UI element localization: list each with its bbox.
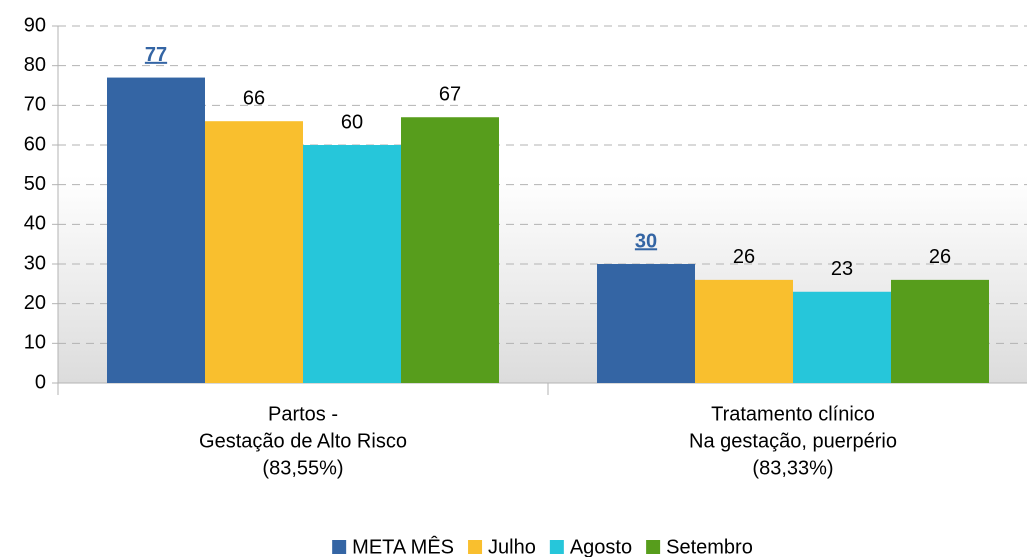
y-tick-label: 90 [24, 14, 46, 36]
y-tick-label: 40 [24, 213, 46, 235]
x-tick-label: Gestação de Alto Risco [199, 430, 407, 452]
data-label: 77 [145, 44, 167, 66]
x-tick-label: Na gestação, puerpério [689, 430, 897, 452]
data-label: 30 [635, 230, 657, 252]
bar [793, 291, 891, 383]
x-tick-label: (83,55%) [262, 457, 343, 479]
y-tick-label: 20 [24, 292, 46, 314]
legend-item: Agosto [549, 536, 632, 557]
data-label: 26 [929, 246, 951, 268]
bar [205, 121, 303, 383]
legend-swatch [332, 540, 347, 554]
legend-label: META MÊS [352, 535, 454, 557]
y-tick-label: 0 [35, 371, 46, 393]
data-label: 60 [341, 111, 363, 133]
legend-item: Setembro [646, 536, 753, 557]
data-label: 26 [733, 246, 755, 268]
x-tick-label: (83,33%) [752, 457, 833, 479]
bar [401, 117, 499, 383]
bar [107, 77, 205, 384]
x-tick-label: Partos - [268, 403, 338, 425]
y-tick-label: 80 [24, 54, 46, 76]
legend-swatch [646, 540, 661, 554]
legend-item: META MÊS [332, 535, 454, 557]
bar [597, 264, 695, 383]
y-tick-label: 30 [24, 252, 46, 274]
bar [891, 279, 989, 383]
y-tick-label: 50 [24, 173, 46, 195]
x-tick-label: Tratamento clínico [711, 403, 875, 425]
legend-item: Julho [468, 536, 536, 557]
legend-label: Agosto [570, 536, 632, 557]
bar [695, 279, 793, 383]
legend-swatch [549, 540, 564, 554]
data-label: 23 [831, 258, 853, 280]
legend-label: Julho [488, 536, 536, 557]
data-label: 66 [243, 87, 265, 109]
legend-swatch [468, 540, 483, 554]
data-label: 67 [439, 84, 461, 106]
y-tick-label: 10 [24, 332, 46, 354]
y-tick-label: 70 [24, 94, 46, 116]
bar [303, 145, 401, 383]
legend-label: Setembro [666, 536, 753, 557]
y-tick-label: 60 [24, 133, 46, 155]
